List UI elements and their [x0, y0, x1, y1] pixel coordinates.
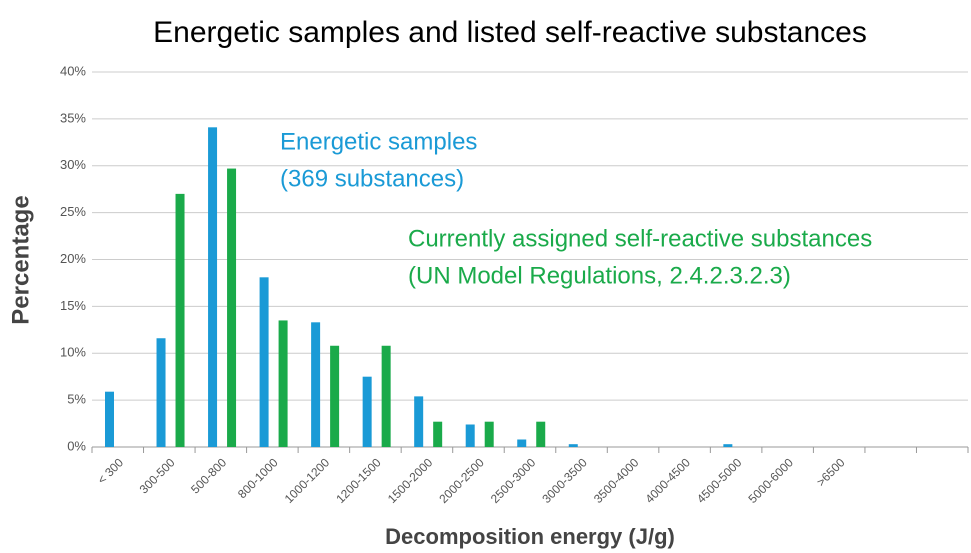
annotation: (369 substances)	[280, 165, 464, 192]
y-tick-label: 20%	[60, 251, 86, 266]
bar	[568, 444, 578, 447]
bar	[536, 421, 546, 447]
x-tick-label: >6500	[814, 455, 848, 489]
annotation: (UN Model Regulations, 2.4.2.3.2.3)	[408, 262, 791, 289]
annotation: Energetic samples	[280, 128, 477, 155]
bar	[362, 376, 372, 447]
x-tick-label: 4500-5000	[694, 455, 745, 506]
x-axis-label: Decomposition energy (J/g)	[385, 524, 675, 549]
bar	[433, 421, 443, 447]
bar	[311, 322, 321, 447]
x-tick-label: 1200-1500	[333, 455, 384, 506]
x-tick-label: 800-1000	[235, 455, 281, 501]
bar	[414, 396, 424, 447]
bar	[208, 127, 218, 447]
y-axis-label: Percentage	[7, 195, 34, 324]
y-tick-label: 25%	[60, 204, 86, 219]
x-tick-label: 3000-3500	[539, 455, 590, 506]
bar	[381, 345, 391, 447]
y-tick-label: 35%	[60, 110, 86, 125]
x-tick-label: 2000-2500	[436, 455, 487, 506]
x-tick-label: 5000-6000	[746, 455, 797, 506]
bar	[259, 277, 269, 447]
y-tick-label: 0%	[67, 438, 86, 453]
chart-title: Energetic samples and listed self-reacti…	[153, 16, 867, 49]
y-tick-label: 5%	[67, 392, 86, 407]
x-tick-label: 1500-2000	[385, 455, 436, 506]
bar	[484, 421, 494, 447]
bar	[105, 391, 114, 447]
y-tick-label: 30%	[60, 157, 86, 172]
y-tick-label: 40%	[60, 63, 86, 78]
bar	[156, 338, 166, 447]
bar	[723, 444, 733, 447]
bar	[465, 424, 475, 447]
x-tick-label: 1000-1200	[282, 455, 333, 506]
bar	[278, 320, 288, 447]
x-tick-label: 2500-3000	[488, 455, 539, 506]
x-tick-label: 3500-4000	[591, 455, 642, 506]
y-tick-label: 10%	[60, 345, 86, 360]
x-tick-label: < 300	[95, 455, 127, 487]
y-tick-label: 15%	[60, 298, 86, 313]
x-tick-label: 4000-4500	[642, 455, 693, 506]
bar	[330, 345, 340, 447]
x-tick-label: 300-500	[137, 455, 178, 496]
bar	[517, 439, 527, 447]
bar	[175, 193, 185, 447]
annotation: Currently assigned self-reactive substan…	[408, 225, 872, 252]
bar	[227, 168, 237, 447]
x-tick-label: 500-800	[188, 455, 229, 496]
